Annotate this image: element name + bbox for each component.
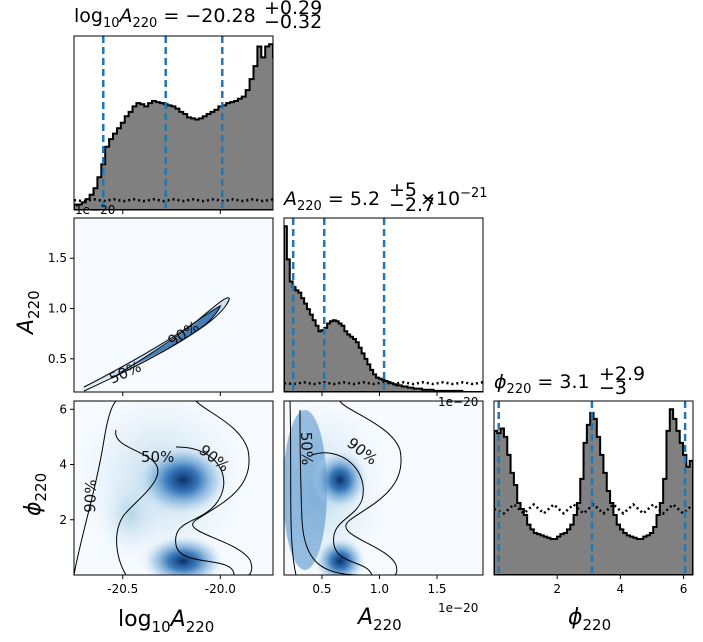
contour-50-left-2 bbox=[299, 409, 361, 575]
contour-90-right bbox=[192, 401, 253, 575]
panel4-y-tick-label: 1.0 bbox=[48, 302, 67, 316]
contour-50-left bbox=[115, 429, 159, 575]
title-hist1-lower: −0.32 bbox=[264, 11, 322, 33]
xlabel-A220: A220 bbox=[356, 605, 402, 634]
xlabel-phi220: ϕ220 bbox=[568, 605, 611, 634]
prior-line bbox=[284, 380, 483, 386]
hist3-x-tick-label: 4 bbox=[617, 582, 625, 596]
prior-line bbox=[74, 198, 273, 203]
hist-phi220-bars bbox=[494, 401, 693, 575]
panel4-y-tick-label: 0.5 bbox=[48, 352, 67, 366]
axes-frame-hist1 bbox=[73, 35, 274, 211]
density-left-band bbox=[284, 410, 327, 570]
contour-90-right-2 bbox=[339, 401, 402, 575]
contour-label-90-c: 90% bbox=[81, 479, 100, 513]
contour-50-right bbox=[175, 446, 235, 575]
title-hist3-upper: +2.9 bbox=[599, 363, 645, 385]
hist3-x-tick-label: 6 bbox=[680, 582, 688, 596]
panel6-x-tick-label: 1.5 bbox=[427, 582, 446, 596]
offset-label-hist1: 1e−20 bbox=[75, 203, 115, 217]
density-logA-phi bbox=[74, 401, 253, 575]
density-blob-left bbox=[100, 475, 160, 555]
title-hist-phi220: ϕ220 = 3.1 bbox=[494, 371, 590, 397]
density-blob-upper-2 bbox=[312, 450, 368, 510]
contour-50-logA-A bbox=[111, 304, 221, 379]
density-logA-A bbox=[82, 297, 230, 392]
contour-50-right-2 bbox=[311, 452, 373, 575]
panel5-y-tick-label: 2 bbox=[59, 513, 67, 527]
axis-ticks: -20.5 -20.0 0.5 1.0 1.5 2 4 6 0.5 1.0 1.5 2 4 6 bbox=[48, 210, 687, 596]
axes-frame-hist2 bbox=[283, 217, 484, 393]
panel6-x-tick-label: 1.0 bbox=[370, 582, 389, 596]
panel5-y-tick-label: 4 bbox=[59, 458, 67, 472]
axes-frame-2d-b bbox=[73, 400, 274, 576]
contour-90-left-2 bbox=[289, 401, 297, 575]
histogram-step bbox=[494, 408, 693, 575]
hist3-x-tick-label: 2 bbox=[553, 582, 561, 596]
title-hist-A220: A220 = 5.2 bbox=[282, 188, 380, 214]
offset-label-bottom: 1e−20 bbox=[438, 601, 478, 615]
xlabel-log10A220: log10A220 bbox=[118, 607, 214, 636]
axes-frame-hist3 bbox=[493, 400, 694, 576]
ylabel-A220: A220 bbox=[14, 290, 43, 336]
title-hist3-lower: −3 bbox=[599, 377, 627, 399]
hist-log10A220-bars bbox=[74, 36, 273, 210]
ylabel-phi220: ϕ220 bbox=[21, 473, 50, 516]
panel6-x-tick-label: 0.5 bbox=[312, 582, 331, 596]
density-A-phi bbox=[284, 401, 402, 575]
title-hist2-lower: −2.7 bbox=[389, 194, 435, 216]
hist-A220-bars bbox=[284, 218, 483, 392]
histogram-step bbox=[74, 43, 273, 210]
prior-line bbox=[494, 502, 693, 516]
title-hist1-upper: +0.29 bbox=[264, 0, 322, 19]
title-hist2-upper: +5 bbox=[389, 179, 417, 201]
contour-label-50-b: 50% bbox=[141, 448, 174, 466]
title-hist-log10A220: log10A220 = −20.28 bbox=[74, 5, 256, 31]
density-blob-lower bbox=[141, 535, 225, 575]
histogram-step bbox=[284, 225, 483, 392]
density-blob-upper bbox=[137, 444, 229, 516]
panel4-y-tick-label: 1.5 bbox=[48, 251, 67, 265]
panel5-x-tick-label: -20.0 bbox=[205, 582, 236, 596]
offset-label-hist2: 1e−20 bbox=[438, 395, 478, 409]
axes-frame-2d-c bbox=[283, 400, 484, 576]
contour-90-left bbox=[74, 401, 117, 575]
histogram-phi220 bbox=[494, 401, 693, 575]
histogram-A220 bbox=[284, 218, 483, 392]
panel5-y-tick-label: 6 bbox=[59, 402, 67, 416]
contour-label-50-c: 50% bbox=[297, 432, 316, 466]
title-hist2-tail: ×10−21 bbox=[420, 186, 488, 210]
histogram-log10A220 bbox=[74, 36, 273, 210]
density-panel-logA-A-bg bbox=[74, 218, 273, 392]
panel5-x-tick-label: -20.5 bbox=[107, 582, 138, 596]
axes-frame-2d-a bbox=[73, 217, 274, 393]
